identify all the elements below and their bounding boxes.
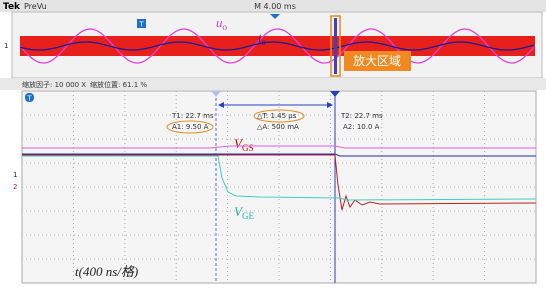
t2: T2: 22.7 ms xyxy=(340,112,383,120)
zoom-window xyxy=(334,18,337,74)
zoom-position: 缩放位置: 61.1 % xyxy=(90,80,147,89)
trigger-text: T xyxy=(138,21,144,29)
a1: A1: 9.50 A xyxy=(172,123,209,131)
dt: △T: 1.45 µs xyxy=(257,112,297,120)
time-label: t(400 ns/格) xyxy=(75,264,138,279)
zoom-label: 放大区域 xyxy=(353,53,401,68)
a2: A2: 10.0 A xyxy=(343,123,380,131)
overview-current xyxy=(20,36,535,56)
ch-marker: 1 xyxy=(4,42,8,50)
ch2-marker: 2 xyxy=(13,183,17,191)
zoom-factor: 缩放因子: 10 000 X xyxy=(22,80,86,89)
mode: PreVu xyxy=(24,2,47,11)
brand: Tek xyxy=(3,2,21,12)
scope-screen: Tek PreVu M 4.00 ms 1 T uo io 放大区域 缩放因子:… xyxy=(0,0,546,291)
t1: T1: 22.7 ms xyxy=(171,112,214,120)
ch1-marker: 1 xyxy=(13,171,17,179)
main-trigger-text: T xyxy=(26,95,32,103)
da: △A: 500 mA xyxy=(257,123,299,131)
timebase: M 4.00 ms xyxy=(254,2,296,11)
